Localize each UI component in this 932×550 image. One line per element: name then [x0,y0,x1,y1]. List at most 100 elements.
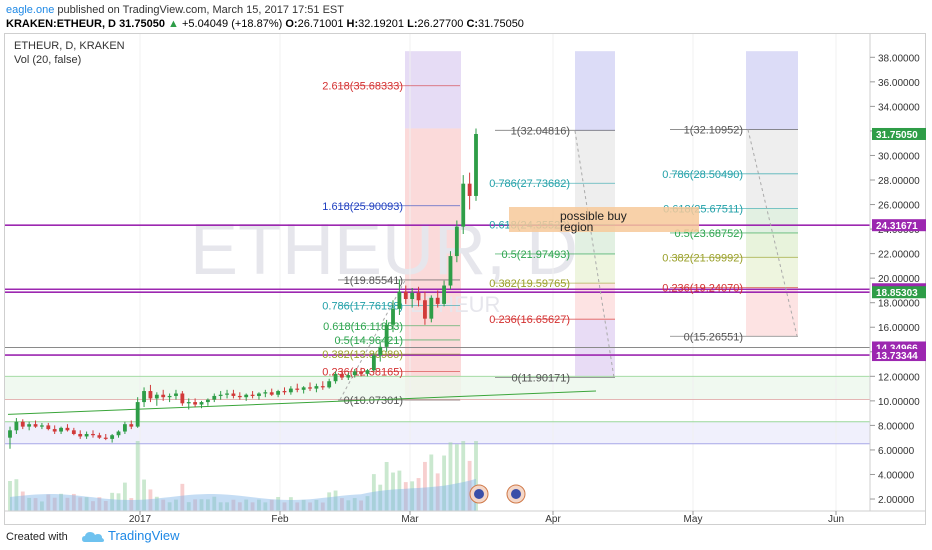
price-chart[interactable]: ETHEUR, D ETHEUR 2.618(35.68333)1.618(25… [0,0,932,526]
candle-body[interactable] [40,425,44,426]
tradingview-brand[interactable]: TradingView [82,528,180,543]
candle-body[interactable] [321,386,325,387]
candle-body[interactable] [397,292,401,309]
candle-body[interactable] [187,402,191,403]
candle-body[interactable] [263,392,267,393]
candle-body[interactable] [314,386,318,388]
candle-body[interactable] [155,395,159,399]
x-tick-label: Jun [828,514,844,525]
candle-body[interactable] [180,393,184,403]
candle-body[interactable] [417,293,421,300]
y-tick-label: 28.00000 [878,176,920,187]
candle-body[interactable] [468,184,472,196]
candle-body[interactable] [136,402,140,427]
candle-body[interactable] [206,400,210,402]
time-axis[interactable]: 2017 Feb Mar Apr May Jun [129,511,844,525]
candle-body[interactable] [149,391,153,398]
candle-body[interactable] [8,430,12,437]
candle-body[interactable] [270,392,274,394]
candle-body[interactable] [200,402,204,404]
y-tick-label: 2.00000 [878,495,915,506]
candle-body[interactable] [340,374,344,378]
candle-body[interactable] [232,393,236,395]
chart-info: ETHEUR, D, KRAKEN Vol (20, false) [14,39,125,67]
candle-body[interactable] [142,391,146,402]
candle-body[interactable] [302,387,306,389]
candle-body[interactable] [104,438,108,439]
candle-body[interactable] [404,292,408,299]
candle-body[interactable] [168,396,172,397]
candle-body[interactable] [289,389,293,393]
candle-body[interactable] [455,227,459,256]
candle-body[interactable] [283,391,287,392]
fib-level-label: 0.786(17.76198) [322,301,403,313]
candle-body[interactable] [346,375,350,377]
event-icon[interactable] [507,485,525,503]
candle-body[interactable] [53,429,57,431]
candle-body[interactable] [14,422,18,431]
y-tick-label: 10.00000 [878,397,920,408]
candle-body[interactable] [27,424,31,426]
candle-body[interactable] [212,396,216,400]
candle-body[interactable] [436,298,440,304]
candle-body[interactable] [410,293,414,299]
event-icon[interactable] [470,485,488,503]
candle-body[interactable] [97,435,101,437]
candle-body[interactable] [276,391,280,395]
candle-body[interactable] [308,387,312,388]
candle-body[interactable] [461,184,465,227]
candle-body[interactable] [59,428,63,432]
candle-body[interactable] [72,430,76,434]
price-axis[interactable]: 38.0000036.0000034.0000032.0000030.00000… [870,53,920,506]
fib-level-label: 1.618(25.90093) [322,201,403,213]
fib-level-label: 0.5(21.97493) [502,249,571,261]
candle-body[interactable] [442,286,446,304]
candle-body[interactable] [378,347,382,356]
fib-level-label: 1(32.10952) [684,125,743,137]
candle-body[interactable] [91,434,95,435]
candle-body[interactable] [46,425,50,429]
candle-body[interactable] [174,393,178,395]
candle-body[interactable] [359,371,363,373]
candle-body[interactable] [474,134,478,196]
candle-body[interactable] [110,435,114,439]
candle-body[interactable] [85,434,89,436]
fib-level-label: 0.786(28.50490) [662,169,743,181]
candle-body[interactable] [244,395,248,397]
candle-body[interactable] [353,371,357,375]
candle-body[interactable] [34,424,38,426]
candle-body[interactable] [385,325,389,347]
y-tick-label: 12.00000 [878,372,920,383]
candle-body[interactable] [423,300,427,318]
candle-body[interactable] [161,395,165,397]
y-tick-label: 6.00000 [878,446,915,457]
candle-body[interactable] [449,256,453,285]
candle-body[interactable] [429,298,433,319]
fib-band [746,130,798,209]
candle-body[interactable] [129,424,133,426]
price-badge-label: 24.31671 [876,221,918,232]
candle-body[interactable] [78,434,82,436]
candle-body[interactable] [295,389,299,390]
candle-body[interactable] [334,374,338,381]
price-badge-label: 31.75050 [876,130,918,141]
candle-body[interactable] [21,422,25,427]
fib-level-label: 0.382(19.59765) [489,278,570,290]
candle-body[interactable] [66,428,70,430]
candle-body[interactable] [327,381,331,387]
fib-level-label: 0.382(21.69992) [662,252,743,264]
candle-body[interactable] [366,370,370,374]
fib-band [405,51,461,128]
x-tick-label: Feb [271,514,289,525]
candle-body[interactable] [391,309,395,325]
candle-body[interactable] [372,355,376,370]
candle-body[interactable] [117,432,121,436]
candle-body[interactable] [251,395,255,396]
chart-symbol-info: ETHEUR, D, KRAKEN [14,39,125,53]
candle-body[interactable] [193,402,197,404]
candle-body[interactable] [238,396,242,397]
candle-body[interactable] [219,395,223,396]
candle-body[interactable] [123,424,127,431]
candle-body[interactable] [225,393,229,394]
candle-body[interactable] [257,393,261,395]
